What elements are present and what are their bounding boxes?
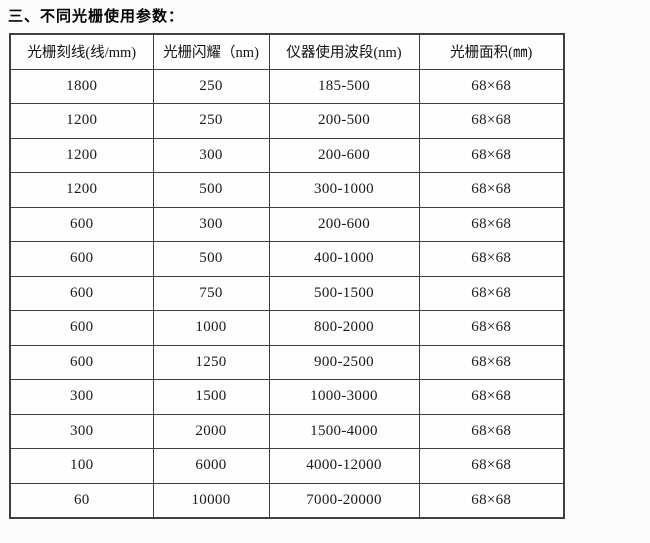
table-cell: 68×68 bbox=[418, 448, 565, 484]
table-cell: 68×68 bbox=[418, 68, 565, 104]
table-cell: 1000-3000 bbox=[268, 379, 420, 415]
table-cell: 300 bbox=[9, 413, 154, 449]
table-cell: 1200 bbox=[9, 103, 154, 139]
section-title: 三、不同光栅使用参数： bbox=[8, 8, 185, 25]
table-cell: 200-600 bbox=[268, 137, 420, 173]
table-row: 1200 300 200-600 68×68 bbox=[9, 137, 565, 173]
table-row: 600 1250 900-2500 68×68 bbox=[9, 344, 565, 380]
table-row: 600 300 200-600 68×68 bbox=[9, 206, 565, 242]
table-cell: 600 bbox=[9, 206, 154, 242]
table-row: 1800 250 185-500 68×68 bbox=[9, 68, 565, 104]
table-cell: 68×68 bbox=[418, 275, 565, 311]
table-cell: 250 bbox=[152, 68, 270, 104]
header-cell-lines: 光栅刻线(线/mm) bbox=[9, 33, 154, 70]
table-cell: 1250 bbox=[152, 344, 270, 380]
table-cell: 4000-12000 bbox=[268, 448, 420, 484]
table-cell: 68×68 bbox=[418, 482, 565, 519]
table-cell: 300 bbox=[9, 379, 154, 415]
table-cell: 500 bbox=[152, 172, 270, 208]
table-row: 100 6000 4000-12000 68×68 bbox=[9, 448, 565, 484]
table-cell: 800-2000 bbox=[268, 310, 420, 346]
table-row: 600 500 400-1000 68×68 bbox=[9, 241, 565, 277]
table-row: 600 750 500-1500 68×68 bbox=[9, 275, 565, 311]
table-cell: 68×68 bbox=[418, 103, 565, 139]
table-row: 60 10000 7000-20000 68×68 bbox=[9, 482, 565, 519]
table-cell: 68×68 bbox=[418, 379, 565, 415]
table-cell: 200-600 bbox=[268, 206, 420, 242]
table-cell: 600 bbox=[9, 275, 154, 311]
header-cell-area: 光栅面积(㎜) bbox=[418, 33, 565, 70]
table-cell: 250 bbox=[152, 103, 270, 139]
header-cell-blaze: 光栅闪耀（nm) bbox=[152, 33, 270, 70]
table-cell: 68×68 bbox=[418, 344, 565, 380]
table-cell: 1200 bbox=[9, 172, 154, 208]
table-cell: 900-2500 bbox=[268, 344, 420, 380]
table-cell: 68×68 bbox=[418, 172, 565, 208]
table-cell: 1800 bbox=[9, 68, 154, 104]
table-row: 600 1000 800-2000 68×68 bbox=[9, 310, 565, 346]
table-cell: 500-1500 bbox=[268, 275, 420, 311]
table-cell: 68×68 bbox=[418, 137, 565, 173]
table-cell: 2000 bbox=[152, 413, 270, 449]
table-cell: 6000 bbox=[152, 448, 270, 484]
table-cell: 300 bbox=[152, 137, 270, 173]
table-cell: 185-500 bbox=[268, 68, 420, 104]
table-cell: 10000 bbox=[152, 482, 270, 519]
table-cell: 400-1000 bbox=[268, 241, 420, 277]
table-cell: 68×68 bbox=[418, 310, 565, 346]
table-cell: 300 bbox=[152, 206, 270, 242]
table-row: 300 1500 1000-3000 68×68 bbox=[9, 379, 565, 415]
table-cell: 600 bbox=[9, 241, 154, 277]
table-cell: 1500-4000 bbox=[268, 413, 420, 449]
table-cell: 68×68 bbox=[418, 241, 565, 277]
table-header-row: 光栅刻线(线/mm) 光栅闪耀（nm) 仪器使用波段(nm) 光栅面积(㎜) bbox=[9, 33, 565, 70]
table-cell: 100 bbox=[9, 448, 154, 484]
table-cell: 60 bbox=[9, 482, 154, 519]
table-cell: 200-500 bbox=[268, 103, 420, 139]
table-cell: 1200 bbox=[9, 137, 154, 173]
table-cell: 500 bbox=[152, 241, 270, 277]
table-row: 1200 250 200-500 68×68 bbox=[9, 103, 565, 139]
table-cell: 7000-20000 bbox=[268, 482, 420, 519]
table-cell: 68×68 bbox=[418, 206, 565, 242]
table-row: 300 2000 1500-4000 68×68 bbox=[9, 413, 565, 449]
table-cell: 1500 bbox=[152, 379, 270, 415]
table-cell: 750 bbox=[152, 275, 270, 311]
table-cell: 68×68 bbox=[418, 413, 565, 449]
header-cell-waveband: 仪器使用波段(nm) bbox=[268, 33, 420, 70]
table-cell: 600 bbox=[9, 344, 154, 380]
table-row: 1200 500 300-1000 68×68 bbox=[9, 172, 565, 208]
table-cell: 1000 bbox=[152, 310, 270, 346]
table-cell: 600 bbox=[9, 310, 154, 346]
grating-parameters-table: 光栅刻线(线/mm) 光栅闪耀（nm) 仪器使用波段(nm) 光栅面积(㎜) 1… bbox=[9, 33, 565, 519]
table-cell: 300-1000 bbox=[268, 172, 420, 208]
